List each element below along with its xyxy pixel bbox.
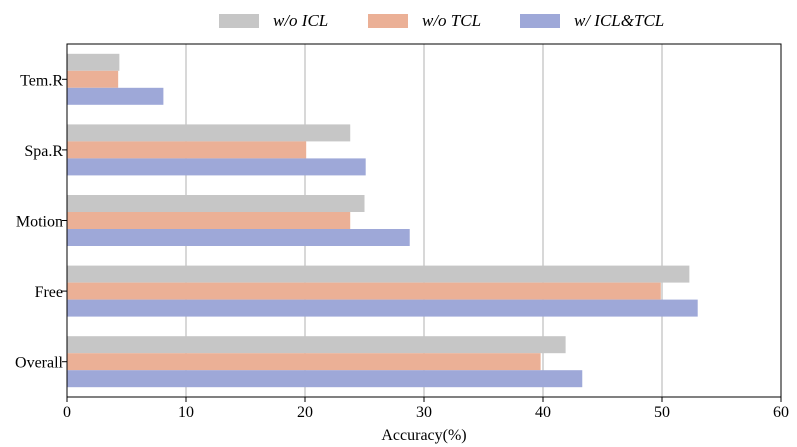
legend-swatch-wo-tcl: [368, 14, 408, 28]
y-tick-label-overall: Overall: [15, 355, 64, 372]
bar-motion-series-1: [67, 212, 351, 229]
x-tick-label-60: 60: [773, 404, 789, 421]
x-tick-label-30: 30: [416, 404, 432, 421]
bar-overall-series-0: [67, 336, 566, 354]
legend-swatch-w-icl-tcl: [520, 14, 560, 28]
bar-free-series-1: [67, 282, 661, 300]
bar-tem-r-series-2: [67, 87, 164, 105]
bar-free-series-2: [67, 299, 698, 317]
legend-label-wo-tcl: w/o TCL: [422, 11, 482, 30]
bar-motion-series-2: [67, 229, 410, 246]
bar-overall-series-2: [67, 370, 583, 388]
bar-spa-r-series-1: [67, 141, 307, 159]
legend: w/o ICL w/o TCL w/ ICL&TCL: [0, 8, 797, 34]
bars: [67, 53, 698, 388]
bar-spa-r-series-0: [67, 124, 351, 142]
bar-tem-r-series-1: [67, 70, 119, 88]
x-tick-label-20: 20: [297, 404, 313, 421]
bar-free-series-0: [67, 265, 690, 283]
axis-ticks: 0 10 20 30 40 50 60 Tem.R Spa.R Motion Free Overall: [15, 72, 789, 421]
bar-spa-r-series-2: [67, 158, 366, 176]
bar-tem-r-series-0: [67, 53, 120, 71]
legend-label-wo-icl: w/o ICL: [273, 11, 329, 30]
legend-item-wo-tcl: w/o TCL: [368, 8, 481, 34]
x-tick-label-10: 10: [178, 404, 194, 421]
x-tick-label-50: 50: [654, 404, 670, 421]
y-tick-label-tem-r: Tem.R: [20, 72, 63, 89]
legend-label-w-icl-tcl: w/ ICL&TCL: [574, 11, 665, 30]
y-tick-label-spa-r: Spa.R: [24, 143, 63, 160]
legend-item-wo-icl: w/o ICL: [219, 8, 328, 34]
x-tick-label-0: 0: [63, 404, 71, 421]
x-axis-label: Accuracy(%): [381, 427, 466, 444]
bar-overall-series-1: [67, 353, 541, 371]
y-tick-label-motion: Motion: [16, 214, 63, 231]
bar-motion-series-0: [67, 195, 365, 212]
legend-item-w-icl-tcl: w/ ICL&TCL: [520, 8, 664, 34]
x-tick-label-40: 40: [535, 404, 551, 421]
legend-swatch-wo-icl: [219, 14, 259, 28]
y-tick-label-free: Free: [35, 284, 63, 301]
